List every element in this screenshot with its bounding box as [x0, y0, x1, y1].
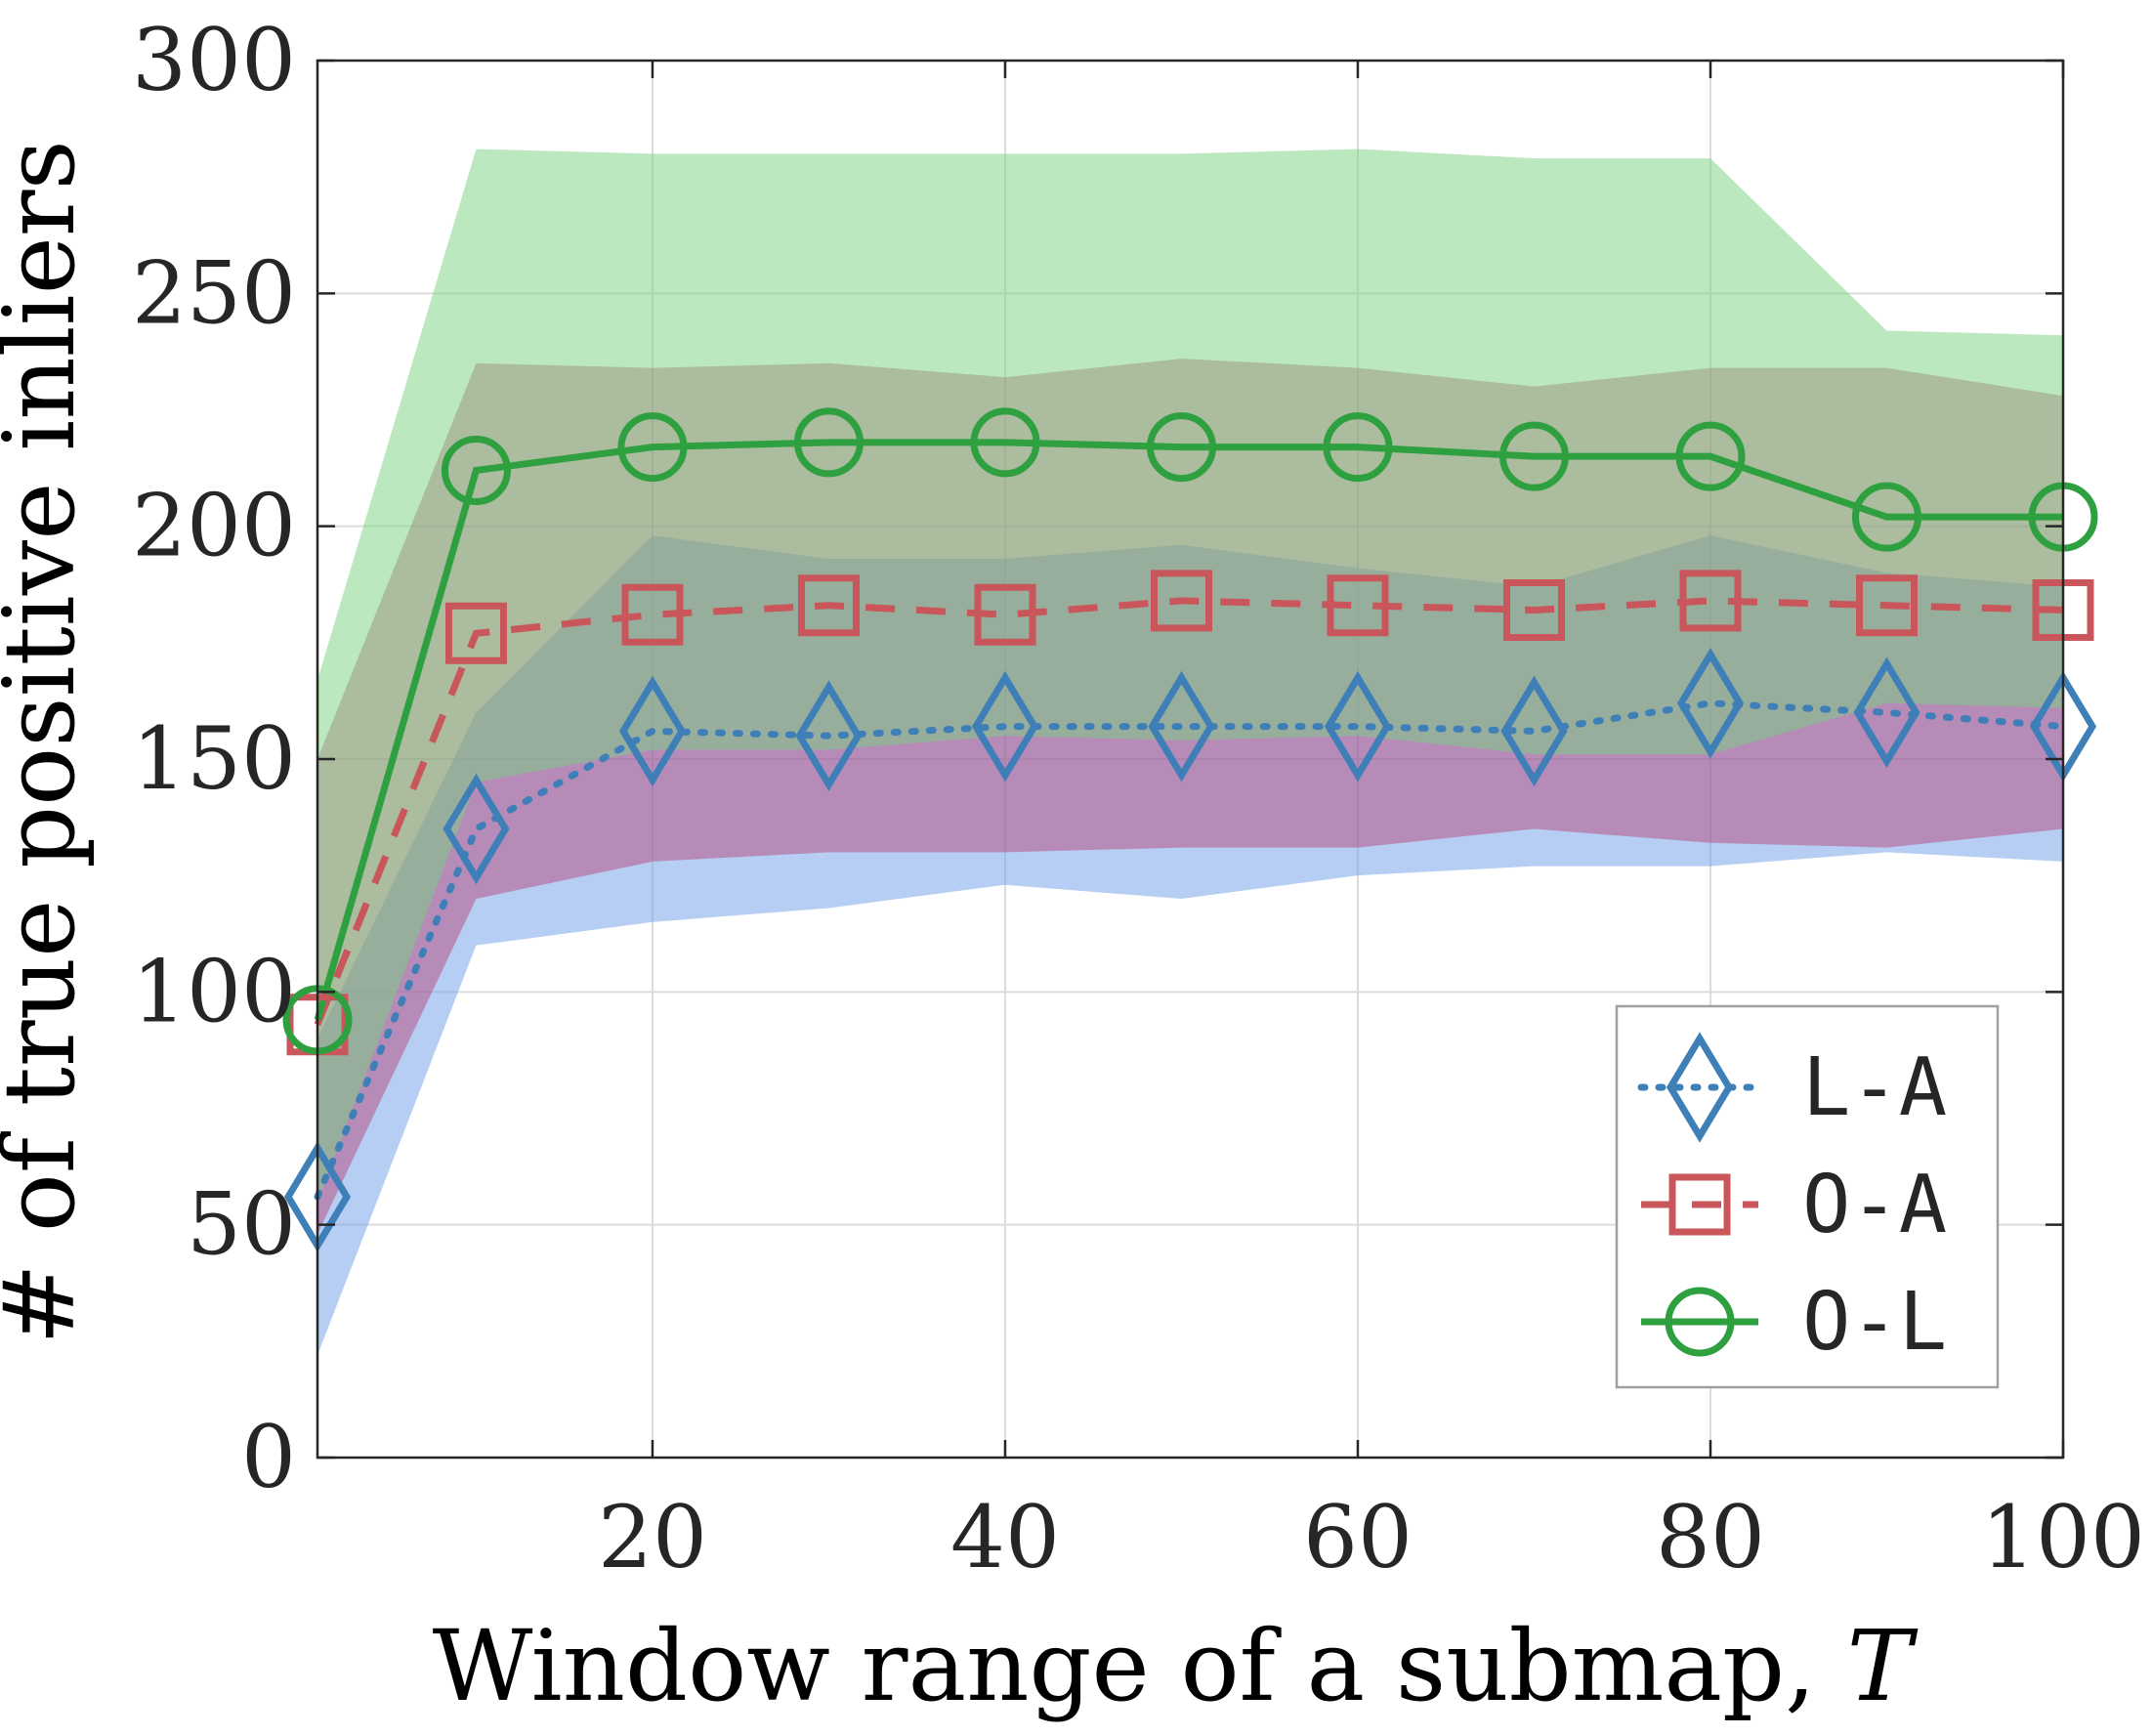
marker-o-a [444, 602, 507, 664]
y-tick-label: 200 [132, 476, 296, 576]
y-tick-label: 0 [241, 1407, 296, 1507]
marker-l-a [1324, 670, 1392, 783]
series-markers [282, 407, 2098, 1252]
series-line-l-a [314, 699, 2067, 1201]
x-axis-title-text: Window range of a submap, [433, 1609, 1847, 1723]
x-tick-label: 40 [950, 1487, 1060, 1588]
x-axis-title-variable: T [1847, 1609, 1919, 1723]
legend-entry-o-a: O-A [1641, 1159, 1947, 1251]
marker-o-a [1327, 574, 1389, 637]
legend-entry-o-l: O-L [1641, 1276, 1947, 1369]
x-tick-label: 80 [1656, 1487, 1765, 1588]
marker-o-l [617, 412, 688, 483]
y-tick-label: 50 [187, 1174, 296, 1275]
legend-marker [1668, 1173, 1731, 1236]
marker-o-a [1150, 570, 1212, 632]
marker-l-a [1676, 647, 1745, 759]
legend-entry-l-a: L-A [1637, 1032, 1947, 1143]
series-line-o-l [314, 439, 2063, 1021]
y-tick-label: 250 [132, 242, 296, 343]
x-tick-label: 60 [1303, 1487, 1413, 1588]
marker-o-a [1502, 578, 1565, 641]
marker-l-a [1853, 656, 1920, 769]
legend-label: L-A [1802, 1041, 1947, 1134]
confidence-bands [317, 148, 2063, 1356]
marker-o-l [1675, 421, 1746, 491]
marker-o-l [1146, 412, 1216, 483]
marker-o-l [1323, 412, 1393, 483]
marker-l-a [1500, 675, 1568, 787]
marker-l-a [443, 773, 510, 885]
y-tick-label: 300 [132, 10, 296, 110]
marker-o-a [2032, 578, 2094, 641]
marker-o-a [797, 574, 860, 637]
band-o-l [317, 148, 2063, 1202]
x-tick-label: 100 [1981, 1487, 2145, 1588]
marker-o-l [793, 407, 864, 478]
legend-label: O-L [1802, 1276, 1947, 1369]
marker-o-l [970, 407, 1040, 478]
series-lines [314, 439, 2067, 1201]
marker-l-a [1148, 670, 1215, 783]
legend-marker [1665, 1287, 1735, 1357]
series-line-o-a [314, 597, 2064, 1027]
x-axis-ticks: 20 40 60 80 100 [598, 61, 2145, 1588]
marker-o-a [1855, 574, 1918, 637]
legend: L-A O-A O-L [1615, 1004, 2000, 1389]
marker-o-a [974, 583, 1036, 646]
y-axis-title: # of true positive inliers [0, 140, 97, 1345]
marker-l-a [795, 680, 863, 791]
y-tick-label: 100 [132, 941, 296, 1041]
y-tick-label: 150 [132, 708, 296, 809]
marker-o-l [441, 435, 511, 505]
y-axis-ticks: 0 50 100 150 200 250 300 [132, 10, 2063, 1507]
marker-l-a [971, 670, 1039, 783]
x-tick-label: 20 [598, 1487, 707, 1588]
marker-l-a [618, 675, 687, 787]
x-axis-title: Window range of a submap, T [433, 1609, 1919, 1723]
marker-o-a [1679, 570, 1742, 632]
marker-o-l [1851, 482, 1921, 552]
marker-o-l [1498, 421, 1569, 491]
marker-o-a [621, 583, 684, 646]
legend-label: O-A [1802, 1159, 1947, 1251]
legend-marker [1666, 1032, 1734, 1143]
